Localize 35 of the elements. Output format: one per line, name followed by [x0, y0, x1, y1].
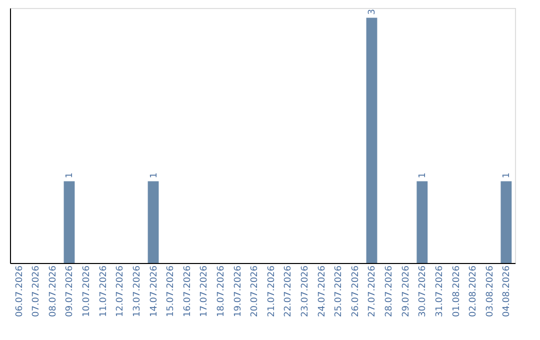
data-label: 1 — [502, 172, 512, 178]
x-tick-label: 28.07.2026 — [384, 265, 395, 318]
x-tick-label: 01.08.2026 — [452, 265, 462, 318]
x-tick-label: 06.07.2026 — [14, 265, 25, 318]
x-tick-label: 07.07.2026 — [32, 265, 42, 318]
x-tick-label: 19.07.2026 — [233, 265, 244, 318]
data-label: 1 — [418, 172, 428, 178]
x-tick-label: 03.08.2026 — [485, 265, 496, 318]
x-tick-label: 30.07.2026 — [418, 265, 428, 318]
data-label: 1 — [149, 172, 160, 178]
x-tick-label: 23.07.2026 — [300, 265, 311, 318]
x-tick-label: 14.07.2026 — [149, 265, 160, 318]
x-tick-label: 08.07.2026 — [48, 265, 58, 318]
x-tick-label: 15.07.2026 — [166, 265, 176, 318]
x-tick-label: 11.07.2026 — [98, 265, 109, 318]
x-tick-label: 04.08.2026 — [502, 265, 512, 318]
x-tick-label: 09.07.2026 — [65, 265, 76, 318]
x-tick-label: 02.08.2026 — [468, 265, 479, 318]
x-tick-label: 12.07.2026 — [116, 265, 126, 318]
x-tick-label: 13.07.2026 — [132, 265, 142, 318]
x-tick-label: 16.07.2026 — [182, 265, 193, 318]
x-tick-label: 27.07.2026 — [368, 265, 378, 318]
x-tick-label: 10.07.2026 — [82, 265, 92, 318]
x-tick-label: 18.07.2026 — [216, 265, 226, 318]
x-tick-label: 20.07.2026 — [250, 265, 260, 318]
x-tick-label: 17.07.2026 — [200, 265, 210, 318]
x-tick-label: 31.07.2026 — [434, 265, 445, 318]
data-label: 3 — [368, 9, 378, 15]
x-tick-label: 24.07.2026 — [317, 265, 328, 318]
x-tick-label: 29.07.2026 — [401, 265, 412, 318]
x-tick-label: 26.07.2026 — [350, 265, 361, 318]
x-tick-label: 21.07.2026 — [266, 265, 277, 318]
x-tick-label: 22.07.2026 — [284, 265, 294, 318]
data-label: 1 — [65, 172, 76, 178]
x-tick-label: 25.07.2026 — [334, 265, 344, 318]
